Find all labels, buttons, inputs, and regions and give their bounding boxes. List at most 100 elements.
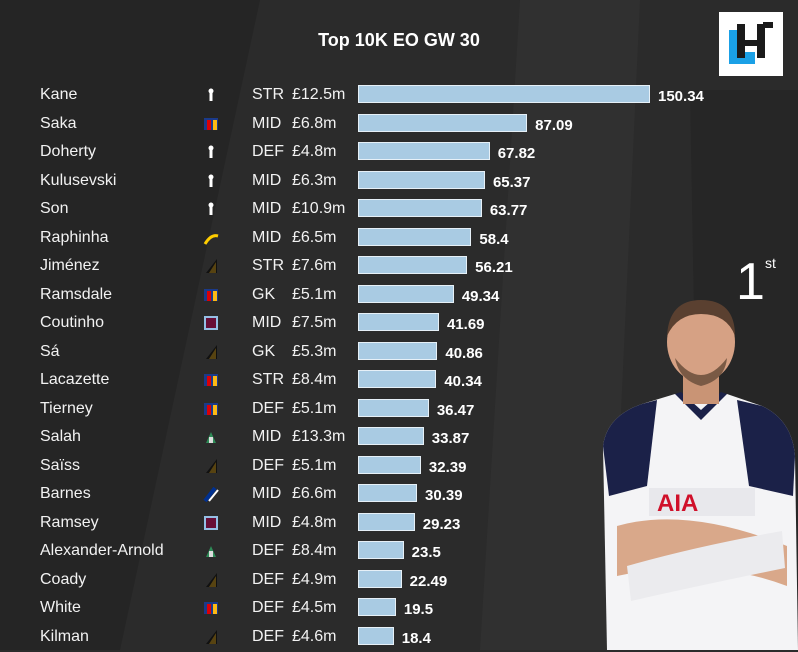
eo-value-label: 56.21 xyxy=(475,259,513,276)
eo-bar xyxy=(358,284,454,303)
player-price: £4.8m xyxy=(292,513,337,531)
player-price: £4.6m xyxy=(292,627,337,645)
arsenal-badge-icon xyxy=(204,374,218,386)
player-price: £5.1m xyxy=(292,399,337,417)
player-position: STR xyxy=(252,86,284,103)
player-name: Salah xyxy=(40,428,81,445)
player-position: MID xyxy=(252,513,282,531)
eo-value-label: 19.5 xyxy=(403,601,434,618)
eo-value-label: 41.69 xyxy=(446,316,485,333)
eo-bar xyxy=(358,370,437,388)
wolves-badge-icon xyxy=(206,344,217,359)
eo-bar xyxy=(358,170,485,189)
eo-value-label: 36.47 xyxy=(436,401,475,419)
player-name: Barnes xyxy=(40,485,91,502)
eo-value-label: 30.39 xyxy=(425,487,463,504)
player-name: Kilman xyxy=(40,627,89,645)
player-position: GK xyxy=(252,285,276,303)
player-price: £4.9m xyxy=(292,570,337,588)
player-price: £8.4m xyxy=(292,371,337,388)
player-position: DEF xyxy=(252,627,284,645)
chart-row: Sá GK £5.3m 40.86 xyxy=(0,339,720,365)
player-name: Kulusevski xyxy=(40,171,117,189)
player-position: MID xyxy=(252,200,282,217)
player-price: £6.5m xyxy=(292,228,337,246)
rank-suffix: st xyxy=(765,255,776,271)
player-position: DEF xyxy=(252,570,284,588)
player-name: Coady xyxy=(40,570,87,588)
player-name: White xyxy=(40,599,81,616)
chart-row: Coutinho MID £7.5m 41.69 xyxy=(0,310,720,336)
wolves-badge-icon xyxy=(206,572,217,587)
eo-value-label: 65.37 xyxy=(492,173,531,191)
chart-row: Alexander-Arnold DEF £8.4m 23.5 xyxy=(0,538,720,564)
player-price: £10.9m xyxy=(292,200,346,217)
player-position: DEF xyxy=(252,456,284,474)
eo-bar xyxy=(358,427,424,445)
eo-bar xyxy=(358,199,482,217)
chart-row: Saka MID £6.8m 87.09 xyxy=(0,111,720,137)
player-position: MID xyxy=(252,171,282,189)
eo-bar xyxy=(358,598,396,616)
player-price: £6.3m xyxy=(292,171,337,189)
chart-row: Kilman DEF £4.6m 18.4 xyxy=(0,624,720,650)
eo-bar xyxy=(358,512,415,531)
eo-bar xyxy=(358,341,438,360)
player-price: £12.5m xyxy=(292,86,346,103)
player-price: £5.3m xyxy=(292,342,337,360)
arsenal-badge-icon xyxy=(204,602,218,614)
hitc-logo-icon xyxy=(719,12,783,76)
eo-bar xyxy=(358,398,429,417)
tottenham-badge-icon xyxy=(208,202,214,215)
eo-bar xyxy=(358,626,394,645)
player-price: £4.8m xyxy=(292,143,337,160)
chart-row: Lacazette STR £8.4m 40.34 xyxy=(0,367,720,393)
tottenham-badge-icon xyxy=(208,174,214,187)
eo-bar xyxy=(358,256,468,274)
player-position: MID xyxy=(252,314,282,331)
aston-villa-badge-icon xyxy=(204,515,218,530)
player-photo: AIA xyxy=(603,300,798,650)
liverpool-badge-icon xyxy=(206,432,216,443)
liverpool-badge-icon xyxy=(206,546,216,557)
aston-villa-badge-icon xyxy=(204,316,218,330)
player-position: MID xyxy=(252,114,282,132)
chart-row: Saïss DEF £5.1m 32.39 xyxy=(0,453,720,479)
player-position: STR xyxy=(252,257,284,274)
player-name: Alexander-Arnold xyxy=(40,542,164,559)
player-price: £7.6m xyxy=(292,257,337,274)
player-position: GK xyxy=(252,342,276,360)
eo-bar xyxy=(358,113,528,132)
player-price: £5.1m xyxy=(292,456,337,474)
player-name: Ramsdale xyxy=(40,285,113,303)
eo-value-label: 18.4 xyxy=(401,629,431,647)
eo-value-label: 22.49 xyxy=(409,572,448,590)
eo-bar xyxy=(358,142,490,160)
player-position: MID xyxy=(252,485,282,502)
leicester-badge-icon xyxy=(203,486,219,502)
tottenham-badge-icon xyxy=(208,88,214,101)
eo-value-label: 29.23 xyxy=(422,515,461,533)
player-name: Kane xyxy=(40,86,78,103)
chart-row: Kane STR £12.5m 150.34 xyxy=(0,82,720,108)
chart-row: Kulusevski MID £6.3m 65.37 xyxy=(0,168,720,194)
player-price: £4.5m xyxy=(292,599,337,616)
wolves-badge-icon xyxy=(206,458,217,473)
eo-bar xyxy=(358,313,439,331)
player-position: MID xyxy=(252,228,282,246)
player-position: DEF xyxy=(252,143,284,160)
eo-bar xyxy=(358,455,421,474)
player-name: Lacazette xyxy=(40,371,110,388)
player-name: Son xyxy=(40,200,69,217)
player-name: Saka xyxy=(40,114,77,132)
chart-row: Ramsdale GK £5.1m 49.34 xyxy=(0,282,720,308)
player-name: Ramsey xyxy=(40,513,99,531)
wolves-badge-icon xyxy=(206,259,217,273)
chart-row: Barnes MID £6.6m 30.39 xyxy=(0,481,720,507)
player-position: MID xyxy=(252,428,282,445)
arsenal-badge-icon xyxy=(204,288,218,301)
player-position: STR xyxy=(252,371,284,388)
chart-row: Jiménez STR £7.6m 56.21 xyxy=(0,253,720,279)
eo-value-label: 67.82 xyxy=(497,145,536,162)
eo-value-label: 63.77 xyxy=(489,202,528,219)
